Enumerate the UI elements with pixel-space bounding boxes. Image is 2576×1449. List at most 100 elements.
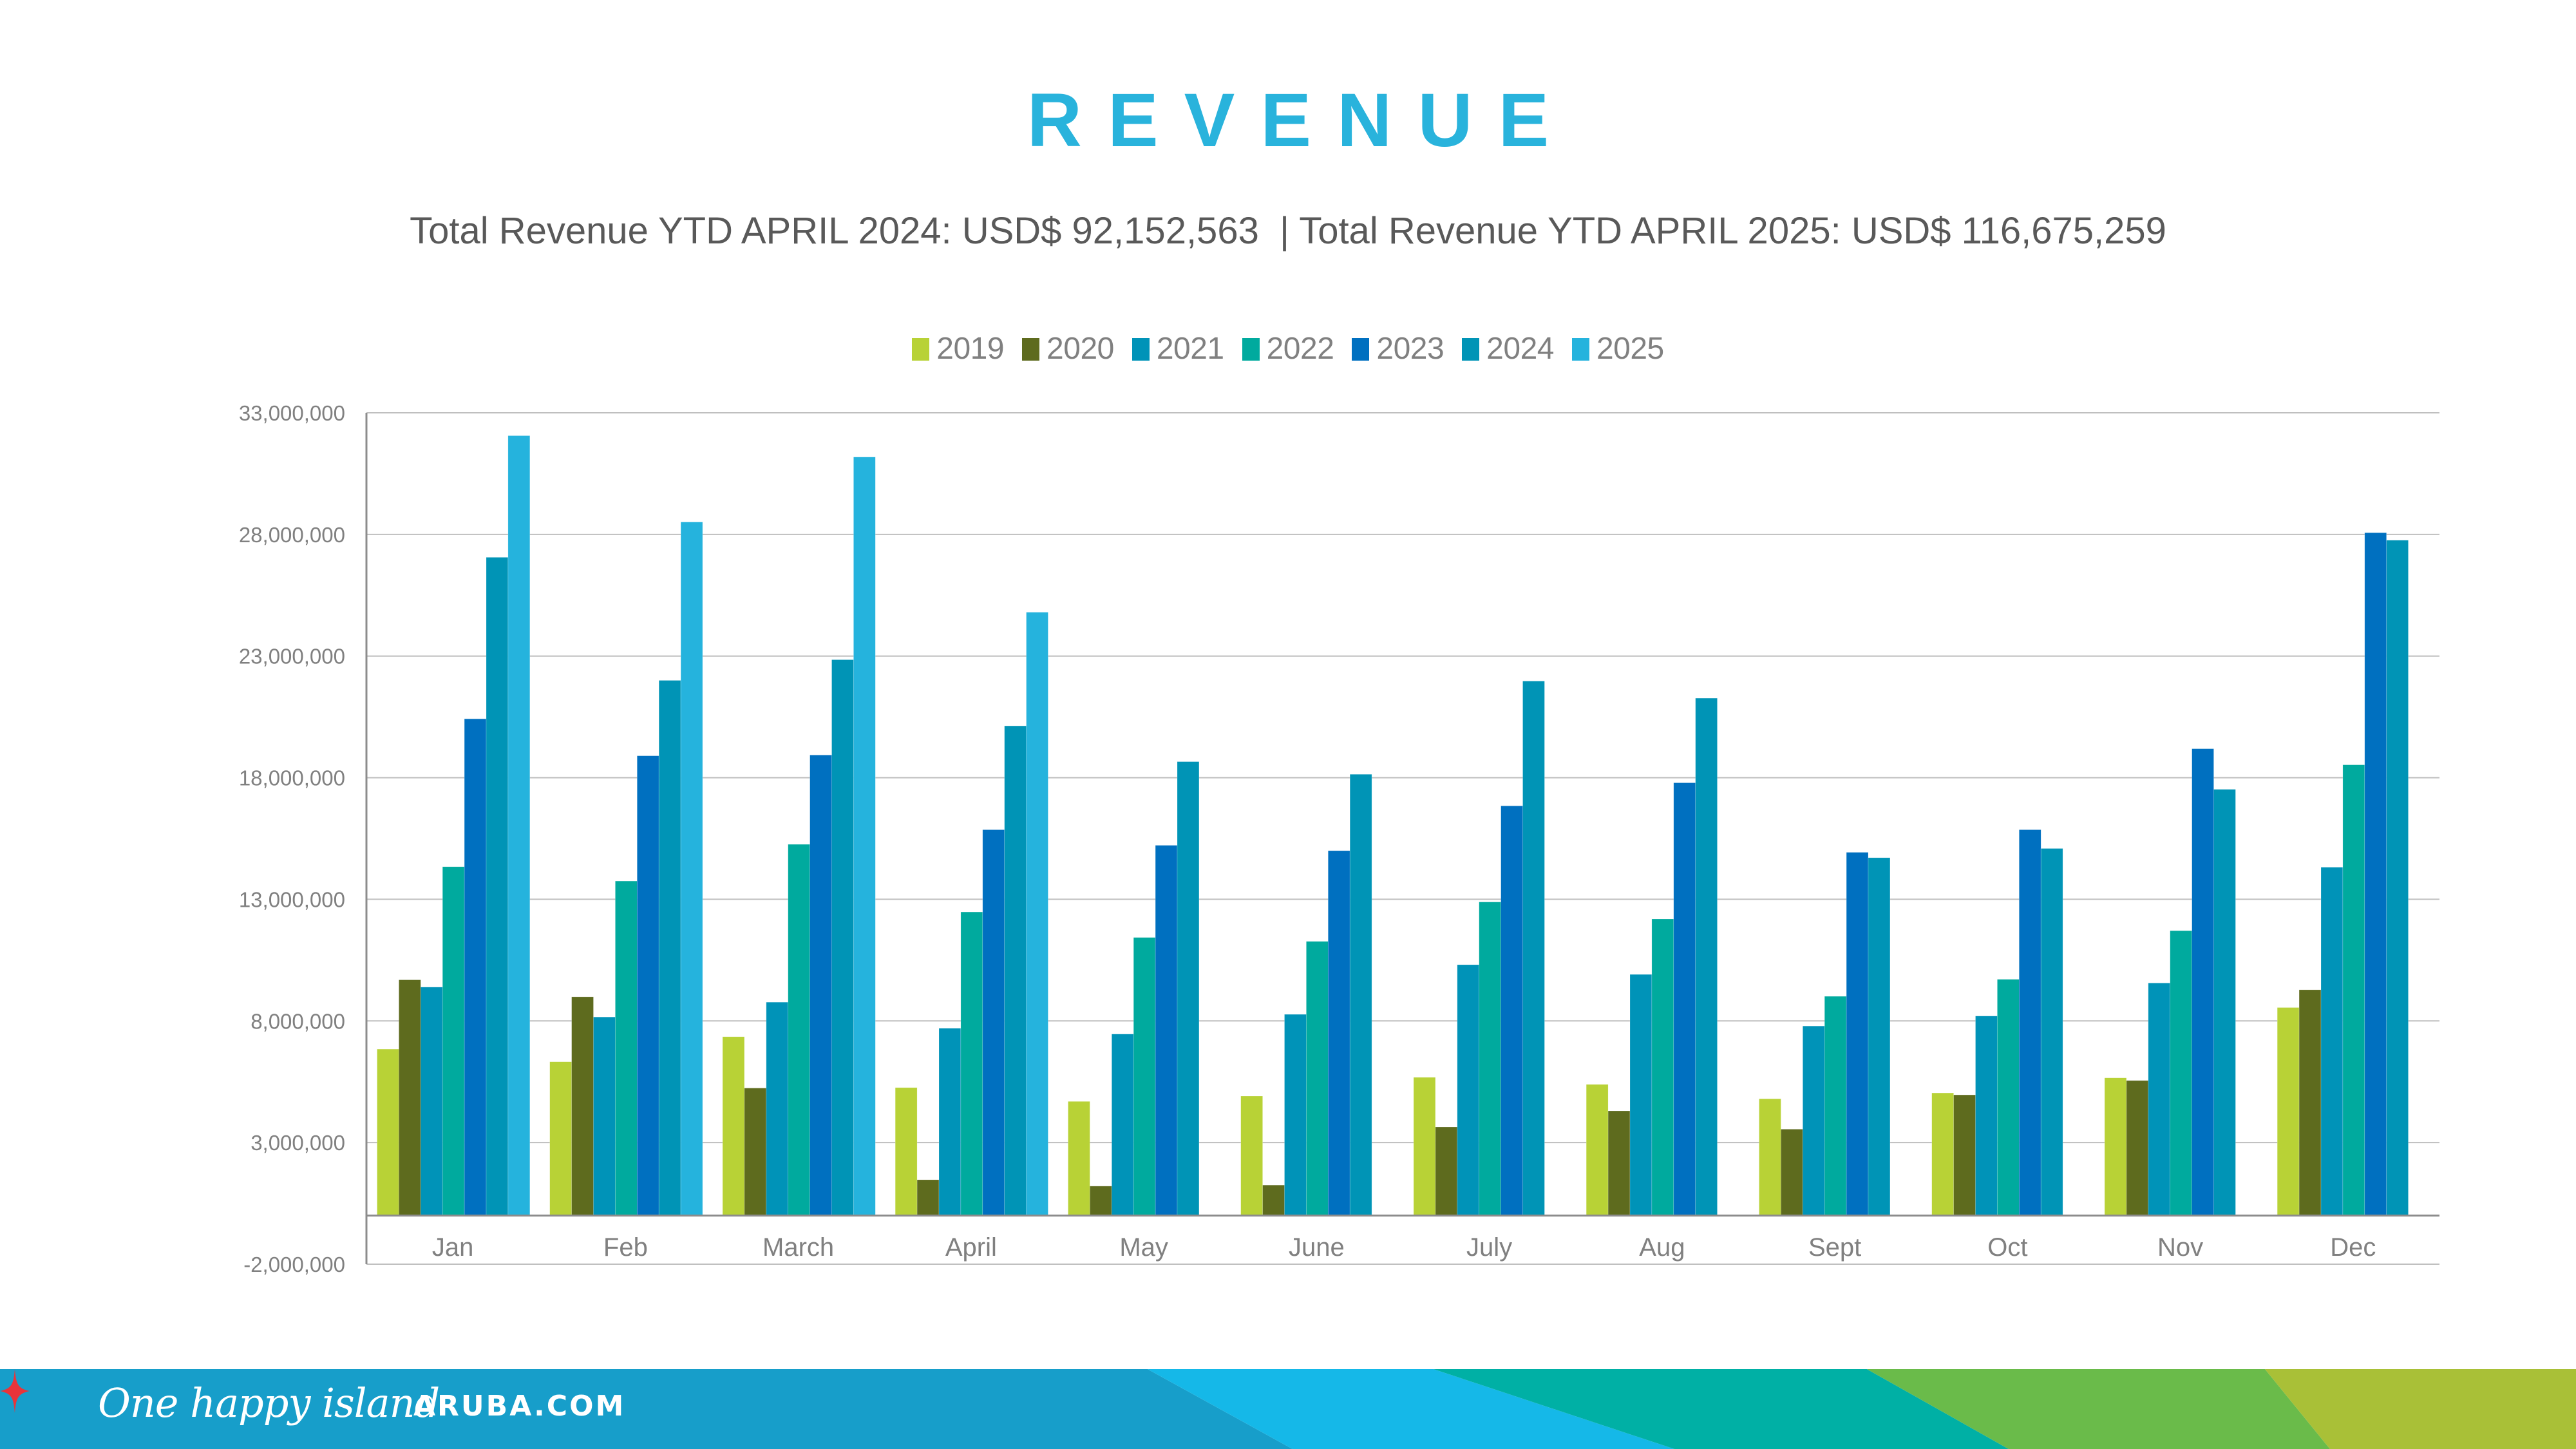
bar-2020-dec: [2298, 989, 2322, 1216]
legend-item[interactable]: 2021: [1132, 334, 1224, 365]
bar-2021-sept: [1803, 1025, 1825, 1216]
bar-2019-oct: [1931, 1092, 1954, 1216]
bar-2024-june: [1349, 774, 1372, 1216]
bar-2020-feb: [571, 996, 594, 1216]
bar-2022-april: [960, 911, 983, 1216]
y-tick-label: 18,000,000: [239, 766, 345, 790]
bar-2023-sept: [1846, 852, 1869, 1216]
x-tick-label: Jan: [432, 1233, 474, 1262]
bar-2025-march: [853, 457, 876, 1216]
bar-2024-march: [831, 659, 854, 1216]
bar-2021-jan: [420, 987, 443, 1216]
page-title: REVENUE: [1027, 78, 1575, 163]
y-tick-label: 3,000,000: [251, 1131, 345, 1155]
y-tick-label: 13,000,000: [239, 887, 345, 911]
y-tick-label: 23,000,000: [239, 645, 345, 668]
footer-color-band: [0, 1369, 2576, 1449]
bar-2024-aug: [1695, 697, 1718, 1216]
bar-2024-sept: [1868, 857, 1891, 1216]
bar-2023-july: [1501, 806, 1523, 1216]
footer-website-link[interactable]: ARUBA.COM: [413, 1390, 626, 1423]
legend-item[interactable]: 2022: [1242, 334, 1334, 365]
legend-swatch: [912, 337, 930, 361]
legend-item[interactable]: 2024: [1462, 334, 1554, 365]
bar-2023-march: [810, 755, 832, 1216]
bar-2019-march: [722, 1036, 745, 1216]
x-axis-tick-labels: Jan Feb March April May June July Aug Sept Oct Nov…: [432, 1233, 2376, 1262]
x-tick-label: Aug: [1639, 1233, 1685, 1262]
bar-2019-may: [1068, 1101, 1090, 1216]
x-tick-label: May: [1119, 1233, 1168, 1262]
footer-band-segment: [1434, 1369, 2009, 1449]
bar-2024-nov: [2213, 789, 2236, 1216]
bar-2020-march: [744, 1088, 767, 1216]
bar-2025-feb: [680, 522, 703, 1216]
bar-2024-feb: [658, 680, 681, 1216]
bar-2023-oct: [2019, 829, 2041, 1216]
bar-2021-june: [1284, 1014, 1307, 1216]
bar-2023-feb: [636, 755, 659, 1216]
bar-2023-nov: [2192, 748, 2214, 1216]
legend-item[interactable]: 2020: [1022, 334, 1114, 365]
footer-band-segment: [1148, 1369, 1674, 1449]
x-tick-label: Feb: [603, 1233, 648, 1262]
bar-2020-june: [1262, 1184, 1285, 1216]
revenue-bar-chart: -2,000,000 3,000,000 8,000,000 13,000,000 18…: [239, 401, 2439, 1276]
bar-2021-aug: [1629, 974, 1653, 1216]
bar-2019-july: [1413, 1077, 1436, 1216]
bar-2019-nov: [2104, 1077, 2127, 1216]
bar-2020-july: [1435, 1126, 1458, 1216]
bar-2023-may: [1155, 845, 1178, 1216]
bar-2020-sept: [1781, 1129, 1803, 1216]
bar-2024-jan: [486, 557, 509, 1216]
legend-label: 2024: [1486, 332, 1554, 366]
bar-2020-april: [916, 1179, 940, 1216]
bar-2023-june: [1328, 850, 1350, 1216]
legend-item[interactable]: 2025: [1571, 334, 1664, 365]
bar-2024-dec: [2386, 540, 2409, 1216]
legend-swatch: [1462, 337, 1480, 361]
legend-swatch: [1022, 337, 1040, 361]
bar-2021-march: [766, 1001, 789, 1216]
bar-2022-oct: [1997, 979, 2020, 1216]
bar-2021-dec: [2320, 867, 2344, 1216]
legend-item[interactable]: 2023: [1352, 334, 1444, 365]
y-tick-label: 28,000,000: [239, 523, 345, 547]
bar-2020-aug: [1607, 1110, 1631, 1216]
bars: [377, 435, 2409, 1216]
bar-2022-sept: [1824, 996, 1847, 1216]
bar-2022-nov: [2170, 930, 2192, 1216]
bar-2023-aug: [1673, 782, 1696, 1216]
footer-tagline: One happy island: [98, 1379, 440, 1426]
bar-2021-april: [938, 1028, 961, 1216]
bar-2020-may: [1090, 1186, 1112, 1216]
bar-2019-aug: [1586, 1084, 1609, 1216]
bar-2024-april: [1004, 725, 1027, 1216]
bar-2023-dec: [2364, 532, 2387, 1216]
x-tick-label: March: [762, 1233, 834, 1262]
bar-2024-july: [1522, 681, 1545, 1216]
x-tick-label: Nov: [2157, 1233, 2203, 1262]
x-tick-label: July: [1466, 1233, 1512, 1262]
x-tick-label: Oct: [1987, 1233, 2027, 1262]
legend-label: 2023: [1376, 332, 1444, 366]
footer-band-segment: [1867, 1369, 2330, 1449]
axes: [365, 413, 2439, 1264]
chart-legend: 2019 2020 2021 2022 2023 2024 2025: [0, 334, 2576, 365]
legend-swatch: [1132, 337, 1150, 361]
x-tick-label: April: [945, 1233, 997, 1262]
x-tick-label: June: [1289, 1233, 1345, 1262]
x-tick-label: Dec: [2330, 1233, 2376, 1262]
bar-2022-dec: [2342, 764, 2365, 1216]
legend-label: 2022: [1266, 332, 1334, 366]
bar-2024-oct: [2040, 848, 2063, 1216]
gridlines: [366, 412, 2439, 1265]
legend-item[interactable]: 2019: [912, 334, 1005, 365]
legend-label: 2020: [1046, 332, 1114, 366]
bar-2019-sept: [1759, 1098, 1781, 1216]
bar-2020-jan: [399, 980, 421, 1216]
y-tick-label: -2,000,000: [243, 1253, 345, 1276]
bar-2025-jan: [507, 435, 531, 1216]
bar-2019-feb: [549, 1061, 572, 1216]
bar-2023-jan: [464, 718, 487, 1216]
